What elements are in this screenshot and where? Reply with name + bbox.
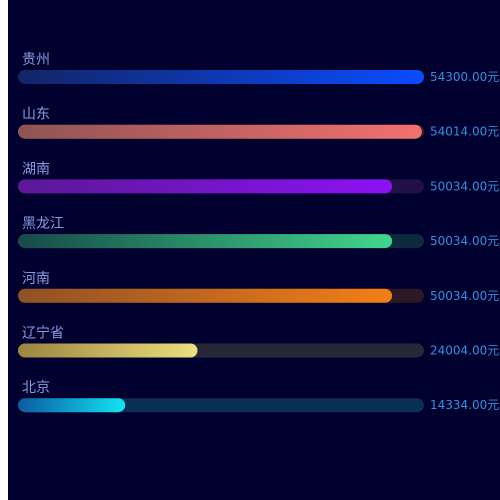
bar — [18, 70, 424, 84]
category-label: 河南 — [22, 271, 50, 287]
bar-row: 河南 50034.00元 — [18, 271, 499, 303]
chart-panel: 贵州 54300.00元 山东 54014.00元 湖南 50034.00元 黑龙江 5003… — [8, 0, 500, 500]
bar — [18, 288, 393, 303]
bar-row: 湖南 50034.00元 — [18, 161, 499, 194]
value-label: 54300.00元 — [430, 70, 499, 84]
bar-row: 辽宁省 24004.00元 — [18, 325, 499, 358]
category-label: 山东 — [22, 107, 50, 123]
value-label: 14334.00元 — [430, 398, 499, 412]
bar-row: 北京 14334.00元 — [18, 380, 499, 413]
value-label: 50034.00元 — [430, 289, 499, 303]
bar — [18, 398, 126, 413]
category-label: 贵州 — [22, 52, 50, 68]
bar-row: 山东 54014.00元 — [18, 107, 499, 139]
bar-row: 黑龙江 50034.00元 — [18, 216, 499, 249]
value-label: 54014.00元 — [430, 125, 499, 139]
category-label: 湖南 — [22, 161, 50, 177]
value-label: 50034.00元 — [430, 179, 499, 193]
bar — [18, 343, 198, 358]
bar — [18, 234, 393, 249]
category-label: 辽宁省 — [22, 325, 64, 342]
value-label: 24004.00元 — [430, 344, 499, 358]
bar-row: 贵州 54300.00元 — [18, 52, 499, 84]
category-label: 北京 — [22, 380, 50, 396]
category-label: 黑龙江 — [22, 216, 64, 232]
horizontal-bar-chart: 贵州54300.00元山东54014.00元湖南50034.00元黑龙江5003… — [18, 52, 499, 413]
value-label: 50034.00元 — [430, 234, 499, 248]
bar — [18, 179, 393, 194]
bar — [18, 124, 422, 139]
